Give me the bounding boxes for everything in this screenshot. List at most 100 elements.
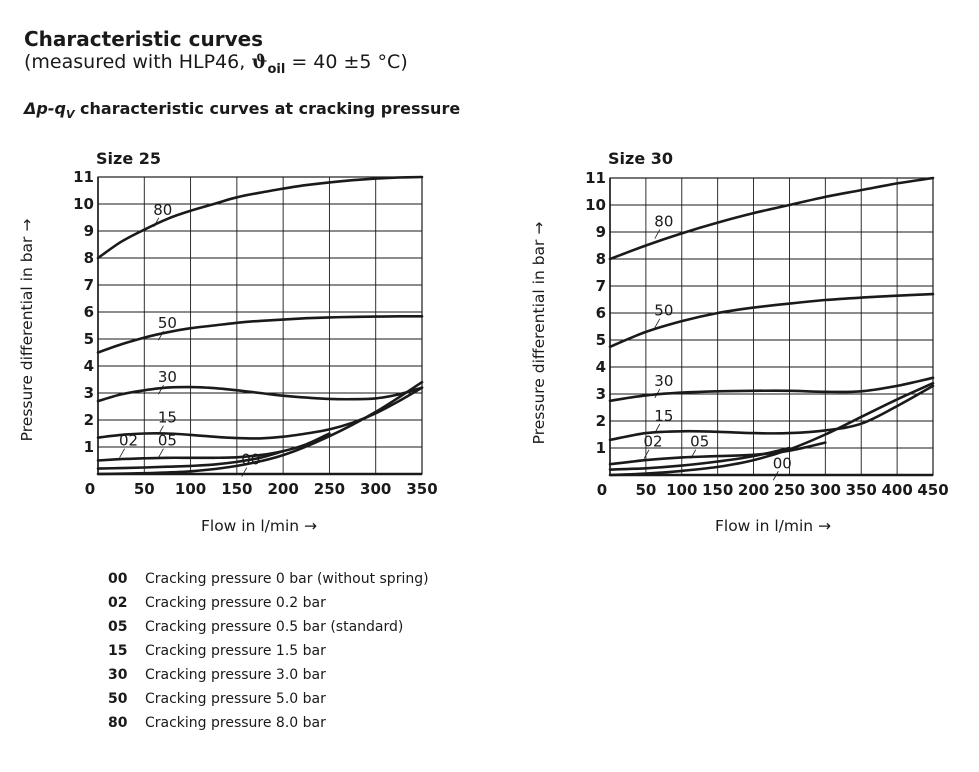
y-tick-label: 6 (596, 304, 606, 322)
chart-title: Size 25 (96, 149, 161, 168)
x-tick-label: 100 (175, 480, 206, 498)
legend-item: 30 Cracking pressure 3.0 bar (108, 665, 429, 689)
curve-label-02: 02 (644, 433, 663, 451)
y-tick-label: 8 (596, 250, 606, 268)
curve-00 (96, 380, 424, 476)
y-tick-label: 11 (73, 168, 94, 186)
legend-code: 30 (108, 667, 128, 683)
y-tick-label: 5 (596, 331, 606, 349)
x-tick-label: 200 (738, 481, 769, 499)
curve-label-30: 30 (654, 372, 673, 390)
chart-title: Size 30 (608, 149, 673, 168)
x-tick-label: 350 (406, 480, 437, 498)
legend-text: Cracking pressure 8.0 bar (145, 715, 326, 731)
curve-30 (608, 376, 935, 403)
legend-text: Cracking pressure 0.5 bar (standard) (145, 619, 404, 635)
x-tick-label: 150 (221, 480, 252, 498)
y-tick-label: 9 (596, 223, 606, 241)
curve-02 (608, 446, 791, 471)
legend-item: 00 Cracking pressure 0 bar (without sprin… (108, 569, 429, 593)
y-tick-label: 5 (84, 330, 94, 348)
legend-item: 50 Cracking pressure 5.0 bar (108, 689, 429, 713)
y-tick-label: 2 (596, 412, 606, 430)
legend-code: 00 (108, 571, 128, 587)
legend-text: Cracking pressure 5.0 bar (145, 691, 326, 707)
y-tick-label: 3 (596, 385, 606, 403)
y-tick-label: 3 (84, 384, 94, 402)
legend-code: 50 (108, 691, 128, 707)
curve-label-leader (654, 229, 661, 239)
x-tick-label: 400 (881, 481, 912, 499)
x-tick-label: 250 (774, 481, 805, 499)
y-tick-label: 11 (585, 169, 606, 187)
curve-label-80: 80 (153, 201, 172, 219)
curve-label-50: 50 (654, 302, 673, 320)
curve-label-00: 00 (241, 451, 260, 469)
curve-label-leader (241, 467, 248, 477)
y-tick-label: 10 (585, 196, 606, 214)
y-tick-label: 1 (84, 438, 94, 456)
legend-item: 15 Cracking pressure 1.5 bar (108, 641, 429, 665)
section-subscript: V (65, 108, 75, 122)
curve-label-30: 30 (158, 368, 177, 386)
y-tick-label: 2 (84, 411, 94, 429)
curve-50 (96, 314, 424, 354)
legend-code: 05 (108, 619, 128, 635)
curve-label-05: 05 (690, 433, 709, 451)
x-tick-label: 150 (702, 481, 733, 499)
cracking-pressure-legend: 00 Cracking pressure 0 bar (without sprin… (108, 569, 429, 737)
legend-code: 15 (108, 643, 128, 659)
curve-02 (96, 449, 285, 470)
curve-05 (96, 432, 331, 462)
curve-label-leader (654, 423, 661, 434)
section-symbol: Δp-q (24, 99, 66, 118)
y-axis-label: Pressure differential in bar → (530, 222, 548, 445)
plot-frame (97, 176, 423, 475)
legend-code: 80 (108, 715, 128, 731)
curve-label-leader (158, 425, 164, 435)
x-tick-label: 300 (810, 481, 841, 499)
theta-subscript: oil (267, 61, 286, 77)
x-tick-label: 450 (917, 481, 948, 499)
curve-label-leader (654, 318, 661, 328)
curve-80 (96, 175, 424, 260)
curve-80 (608, 176, 935, 261)
x-axis-label: Flow in l/min → (715, 517, 831, 535)
x-tick-label: 300 (360, 480, 391, 498)
legend-item: 02 Cracking pressure 0.2 bar (108, 593, 429, 617)
curve-label-80: 80 (654, 213, 673, 231)
conditions-prefix: (measured with HLP46, (24, 51, 252, 73)
curve-label-leader (772, 471, 779, 481)
y-tick-label: 10 (73, 195, 94, 213)
curve-label-leader (643, 449, 650, 459)
legend-code: 02 (108, 595, 128, 611)
y-tick-label: 7 (84, 276, 94, 294)
x-tick-label: 250 (314, 480, 345, 498)
legend-text: Cracking pressure 0 bar (without spring) (145, 571, 429, 587)
x-tick-label: 0 (597, 481, 607, 499)
y-tick-label: 1 (596, 439, 606, 457)
curve-50 (608, 292, 935, 349)
conditions-suffix: = 40 ±5 °C) (285, 51, 408, 73)
curve-label-05: 05 (158, 432, 177, 450)
section-heading: Δp-qV characteristic curves at cracking … (24, 99, 460, 121)
curve-label-leader (153, 217, 160, 227)
curve-label-leader (119, 448, 125, 458)
y-tick-label: 4 (84, 357, 94, 375)
x-tick-label: 0 (85, 480, 95, 498)
y-tick-label: 9 (84, 222, 94, 240)
legend-item: 80 Cracking pressure 8.0 bar (108, 713, 429, 737)
legend-text: Cracking pressure 0.2 bar (145, 595, 326, 611)
page-title: Characteristic curves (24, 27, 264, 51)
theta-symbol: ϑ (251, 51, 268, 73)
curve-label-leader (690, 449, 697, 459)
section-text: characteristic curves at cracking pressu… (74, 99, 461, 118)
y-tick-label: 6 (84, 303, 94, 321)
curve-label-15: 15 (158, 409, 177, 427)
curve-label-leader (158, 331, 164, 341)
x-tick-label: 350 (846, 481, 877, 499)
legend-text: Cracking pressure 1.5 bar (145, 643, 326, 659)
curve-label-50: 50 (158, 314, 177, 332)
x-tick-label: 50 (134, 480, 155, 498)
